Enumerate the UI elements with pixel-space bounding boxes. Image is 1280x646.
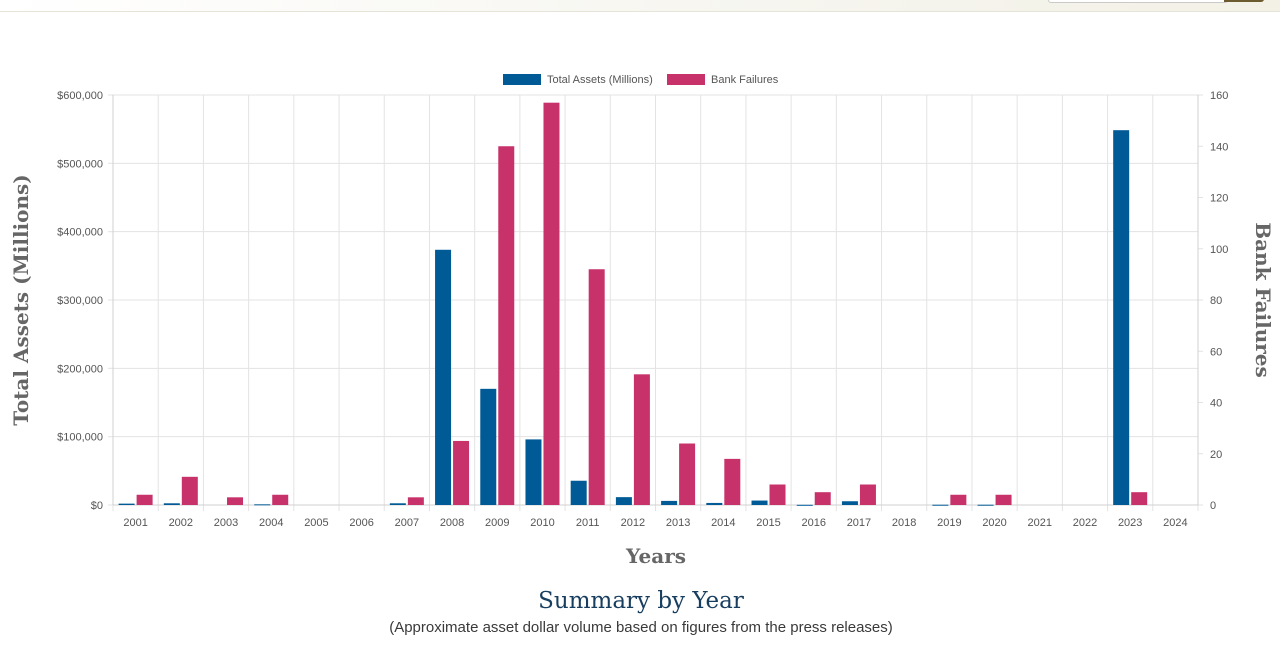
bar-failures-2007 — [407, 497, 424, 505]
bar-assets-2002 — [163, 503, 180, 505]
bar-failures-2011 — [588, 269, 605, 505]
bar-assets-2012 — [615, 497, 632, 505]
bar-assets-2008 — [435, 249, 452, 505]
y-tick-label: $200,000 — [57, 363, 103, 375]
x-tick-label: 2003 — [214, 517, 238, 529]
header-strip — [0, 0, 1280, 12]
summary-title: Summary by Year — [538, 588, 744, 614]
bar-assets-2023 — [1113, 130, 1130, 506]
bar-failures-2023 — [1131, 492, 1148, 505]
bar-failures-2001 — [136, 494, 153, 505]
x-tick-label: 2018 — [892, 517, 916, 529]
bar-assets-2007 — [389, 503, 406, 505]
x-tick-label: 2023 — [1118, 517, 1142, 529]
bar-assets-2017 — [841, 501, 858, 505]
bar-failures-2016 — [814, 492, 831, 505]
x-axis-title: Years — [625, 544, 686, 568]
bar-assets-2014 — [706, 502, 723, 505]
y2-tick-label: 60 — [1210, 346, 1222, 358]
x-tick-label: 2010 — [530, 517, 554, 529]
y2-tick-label: 80 — [1210, 295, 1222, 307]
x-tick-label: 2004 — [259, 517, 283, 529]
bank-failures-chart: $0 $100,000 $200,000 $300,000 $400,000 $500,0… — [9, 74, 1275, 568]
bar-failures-2003 — [227, 497, 244, 505]
legend-label-failures: Bank Failures — [711, 74, 779, 86]
x-tick-label: 2002 — [169, 517, 193, 529]
x-tick-label: 2024 — [1163, 517, 1187, 529]
x-tick-label: 2001 — [123, 517, 147, 529]
x-tick-label: 2013 — [666, 517, 690, 529]
bar-assets-2013 — [661, 500, 678, 505]
x-tick-label: 2008 — [440, 517, 464, 529]
y-tick-label: $0 — [91, 500, 103, 512]
bar-assets-2001 — [118, 503, 135, 505]
y2-tick-label: 100 — [1210, 244, 1228, 256]
bar-assets-2010 — [525, 439, 542, 505]
bar-assets-2016 — [796, 504, 813, 506]
x-tick-label: 2005 — [304, 517, 328, 529]
x-tick-label: 2012 — [621, 517, 645, 529]
bar-failures-2004 — [272, 494, 289, 505]
x-tick-label: 2006 — [349, 517, 373, 529]
bar-failures-2002 — [181, 476, 198, 505]
x-tick-label: 2016 — [801, 517, 825, 529]
bar-assets-2004 — [254, 504, 271, 506]
x-tick-label: 2011 — [576, 517, 600, 529]
bar-failures-2020 — [995, 494, 1012, 505]
bar-failures-2012 — [633, 374, 650, 505]
x-tick-label: 2017 — [847, 517, 871, 529]
y2-tick-label: 0 — [1210, 500, 1216, 512]
x-tick-label: 2015 — [756, 517, 780, 529]
y-tick-label: $100,000 — [57, 432, 103, 444]
bar-failures-2014 — [724, 458, 741, 505]
legend-label-assets: Total Assets (Millions) — [547, 74, 653, 86]
bar-assets-2009 — [480, 388, 497, 505]
y2-tick-label: 120 — [1210, 193, 1228, 205]
y2-tick-label: 20 — [1210, 449, 1222, 461]
bar-failures-2009 — [498, 146, 515, 505]
search-button[interactable] — [1224, 0, 1264, 2]
y2-tick-label: 40 — [1210, 398, 1222, 410]
bar-failures-2017 — [859, 484, 876, 505]
x-tick-label: 2009 — [485, 517, 509, 529]
x-tick-label: 2014 — [711, 517, 735, 529]
y-tick-label: $500,000 — [57, 158, 103, 170]
legend-swatch-assets — [503, 74, 541, 85]
y-tick-label: $400,000 — [57, 227, 103, 239]
bar-failures-2015 — [769, 484, 786, 505]
y-axis-title: Total Assets (Millions) — [9, 174, 33, 426]
y-tick-label: $600,000 — [57, 90, 103, 102]
summary-subtitle: (Approximate asset dollar volume based o… — [389, 619, 893, 636]
x-tick-label: 2020 — [982, 517, 1006, 529]
bar-assets-2015 — [751, 500, 768, 505]
y-tick-label: $300,000 — [57, 295, 103, 307]
y2-axis-title: Bank Failures — [1251, 222, 1275, 378]
y2-tick-label: 140 — [1210, 141, 1228, 153]
x-tick-label: 2007 — [395, 517, 419, 529]
legend-swatch-failures — [667, 74, 705, 85]
bar-assets-2011 — [570, 480, 587, 505]
y2-tick-label: 160 — [1210, 90, 1228, 102]
bar-failures-2013 — [679, 443, 696, 505]
bar-assets-2019 — [932, 504, 949, 506]
x-tick-label: 2019 — [937, 517, 961, 529]
bar-failures-2019 — [950, 494, 967, 505]
x-tick-label: 2021 — [1028, 517, 1052, 529]
bar-assets-2020 — [977, 504, 994, 506]
bar-failures-2010 — [543, 102, 560, 505]
bar-failures-2008 — [453, 440, 470, 505]
x-tick-label: 2022 — [1073, 517, 1097, 529]
